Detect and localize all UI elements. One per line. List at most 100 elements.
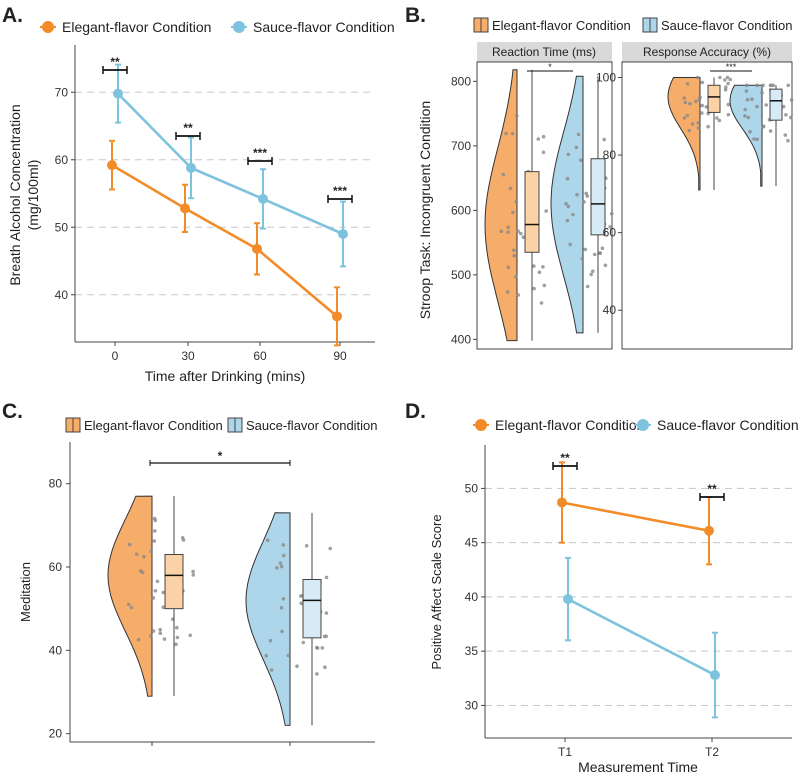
facet1-group1-point-26 [769, 83, 773, 88]
facet1-group0-point-30 [728, 77, 732, 82]
facet0-group1-point-16 [602, 137, 606, 142]
panel-a-x-title: Time after Drinking (mins) [145, 368, 306, 384]
facet1-group1-violin [729, 84, 763, 187]
series-line-0 [561, 501, 710, 533]
facet1-group1-point-31 [788, 115, 793, 120]
facet1-group1-point-33 [746, 115, 751, 120]
facet0-group1-point-3 [574, 145, 579, 150]
panel-c-group1-point-25 [301, 640, 306, 645]
facet0-sig-label: * [548, 62, 552, 72]
facet0-group0-violin [484, 69, 518, 342]
facet0-group0-point-19 [510, 131, 515, 136]
panel-c-group1-point-13 [280, 629, 284, 634]
panel-b-facet2-strip [622, 42, 792, 62]
panel-c-group1-point-7 [266, 538, 270, 542]
facet1-group0-point-7 [700, 103, 704, 108]
facet1-group0-point-22 [687, 128, 692, 133]
facet1-group0-box [707, 84, 721, 113]
facet0-group0-point-29 [544, 209, 548, 213]
panel-c-group1-point-28 [268, 638, 273, 643]
series-line-1 [567, 597, 716, 677]
panel-a: A. Elegant-flavor Condition Sauce-flavor… [2, 4, 395, 384]
facet0-group0-point-33 [541, 265, 545, 269]
panel-a-y-title: Breath Alcohol Concentration [7, 104, 23, 285]
facet1-group1-point-4 [768, 129, 773, 133]
y-tick-label-1: 35 [465, 644, 479, 658]
panel-c-group0-point-20 [151, 629, 156, 633]
y-tick-label-0: 30 [465, 698, 479, 712]
facet1-group1-point-7 [783, 133, 788, 137]
panel-c-group0-point-14 [191, 573, 196, 577]
facet1-group0-point-23 [726, 81, 730, 86]
facet1-group0-point-0 [717, 118, 722, 123]
facet1-group0-point-26 [724, 85, 728, 89]
panel-c-group0-point-0 [126, 602, 131, 607]
point-0-0 [107, 160, 117, 171]
facet1-group1-point-32 [786, 83, 790, 88]
facet0-y-tick-label-1: 500 [451, 268, 471, 282]
facet0-group1-point-28 [575, 192, 579, 197]
sig-label-0: ** [560, 451, 570, 465]
panel-c-y-tick-label-1: 40 [49, 643, 63, 657]
facet1-group1-point-9 [761, 83, 765, 88]
panel-c-group1-point-4 [279, 564, 284, 569]
facet0-group1-point-15 [565, 218, 570, 223]
facet0-group0-point-9 [512, 248, 516, 253]
panel-c-group0-point-23 [153, 529, 157, 533]
panel-c-y-tick-label-0: 20 [49, 727, 63, 741]
panel-c-group1-point-31 [264, 654, 269, 658]
panel-a-y-title-unit: (mg/100ml) [25, 160, 41, 231]
panel-c-content: 20 40 60 80 * [49, 449, 333, 746]
panel-c-legend-sauce: Sauce-flavor Condition [246, 418, 378, 433]
sig-label-1: ** [707, 482, 717, 496]
panel-c-group1-point-12 [281, 597, 286, 601]
panel-b-facet2-title: Response Accuracy (%) [643, 45, 771, 59]
panel-d: D. Elegant-flavor Condition Sauce-flavor… [405, 400, 799, 775]
facet1-group0-point-19 [696, 121, 700, 125]
panel-c-group0-point-22 [152, 516, 157, 521]
facet0-group0-box [524, 171, 540, 253]
facet0-group1-point-11 [564, 201, 568, 206]
panel-c-group0-point-18 [149, 549, 154, 554]
facet1-group0-point-5 [682, 116, 687, 120]
facet0-group0-point-12 [506, 225, 511, 230]
panel-c-group1-point-20 [295, 664, 299, 668]
facet0-group1-point-27 [565, 176, 570, 181]
panel-d-legend-sauce: Sauce-flavor Condition [657, 417, 799, 433]
panel-c-letter: C. [2, 400, 23, 423]
panel-c-group0-point-12 [129, 605, 134, 610]
point-0-0 [557, 497, 567, 508]
facet1-group0-point-6 [726, 102, 731, 107]
facet0-y-tick-label-4: 800 [451, 74, 471, 88]
facet0-group1-point-5 [583, 247, 588, 252]
facet0-group0-point-23 [506, 265, 511, 270]
panel-c-group1-point-32 [320, 646, 325, 650]
facet0-group0-point-17 [515, 113, 519, 118]
y-tick-label-4: 50 [465, 481, 479, 495]
facet0-group0-point-16 [499, 229, 504, 233]
facet0-group0-point-30 [512, 253, 516, 258]
facet1-group0-point-4 [685, 113, 690, 118]
facet0-group0-point-8 [532, 286, 536, 291]
facet0-group0-point-1 [516, 293, 521, 297]
point-0-3 [332, 311, 342, 322]
sig-label-1: ** [183, 121, 193, 135]
facet0-group0-point-13 [514, 199, 519, 204]
x-tick-label-2: 60 [253, 349, 267, 363]
panel-a-x-ticks: 0 30 60 90 [112, 342, 347, 363]
panel-c-group0-point-24 [174, 642, 178, 647]
facet1-group0-point-29 [700, 111, 704, 115]
panel-c-group1-point-6 [281, 543, 286, 547]
facet1-y-tick-label-1: 60 [603, 226, 617, 240]
facet1-group1-point-18 [743, 114, 747, 118]
facet1-group1-point-3 [755, 104, 759, 109]
point-0-1 [180, 203, 190, 214]
y-tick-label-3: 70 [55, 85, 69, 99]
facet0-group0-point-0 [541, 134, 546, 139]
facet0-group1-point-1 [566, 152, 571, 157]
panel-c-group1-point-16 [286, 653, 291, 658]
facet1-group1-point-21 [784, 113, 788, 117]
panel-c-group0-point-31 [138, 569, 143, 573]
facet0-group0-point-22 [516, 229, 520, 233]
facet1-y-tick-label-2: 80 [603, 148, 617, 162]
